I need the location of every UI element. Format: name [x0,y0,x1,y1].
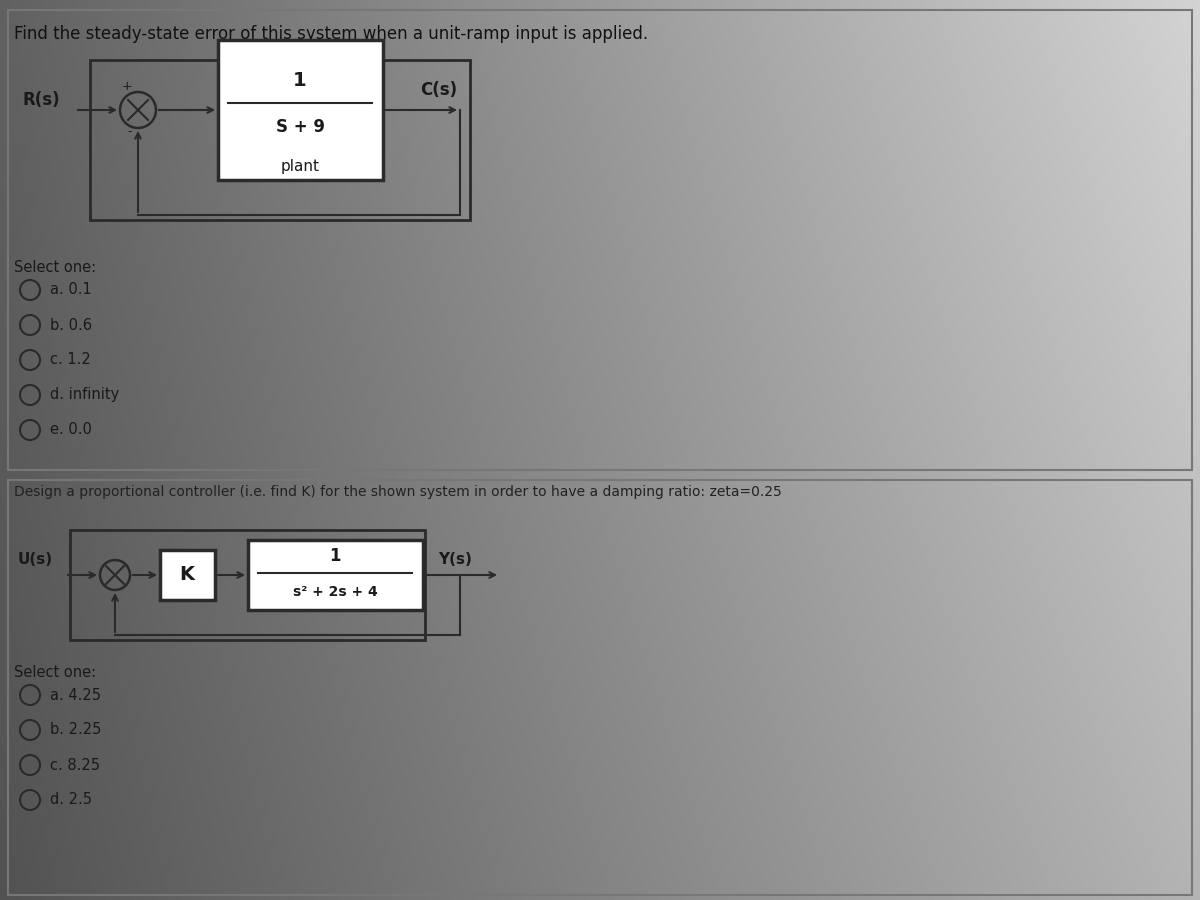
Bar [248,540,424,610]
Text: Select one:: Select one: [14,260,96,275]
Text: 1: 1 [329,547,341,565]
Text: Y(s): Y(s) [438,553,472,568]
Text: U(s): U(s) [18,553,53,568]
Bar [160,550,215,600]
Text: c. 8.25: c. 8.25 [50,758,100,772]
Bar [8,480,1192,895]
Text: e. 0.0: e. 0.0 [50,422,92,437]
Text: c. 1.2: c. 1.2 [50,353,91,367]
Bar [218,40,383,180]
Text: S + 9: S + 9 [276,118,324,136]
Bar [90,60,470,220]
Text: a. 0.1: a. 0.1 [50,283,91,298]
Text: b. 0.6: b. 0.6 [50,318,92,332]
Text: K: K [180,565,194,584]
Text: d. 2.5: d. 2.5 [50,793,92,807]
Text: Design a proportional controller (i.e. find K) for the shown system in order to : Design a proportional controller (i.e. f… [14,485,781,499]
Bar [8,10,1192,470]
Text: s² + 2s + 4: s² + 2s + 4 [293,585,377,599]
Text: plant: plant [281,159,319,175]
Text: a. 4.25: a. 4.25 [50,688,101,703]
Bar [70,530,425,640]
Text: Find the steady-state error of this system when a unit-ramp input is applied.: Find the steady-state error of this syst… [14,25,648,43]
Text: R(s): R(s) [22,91,60,109]
Text: +: + [122,80,133,93]
Text: d. infinity: d. infinity [50,388,119,402]
Text: 1: 1 [293,70,307,89]
Text: Select one:: Select one: [14,665,96,680]
Text: -: - [127,125,132,138]
Text: b. 2.25: b. 2.25 [50,723,101,737]
Text: C(s): C(s) [420,81,457,99]
